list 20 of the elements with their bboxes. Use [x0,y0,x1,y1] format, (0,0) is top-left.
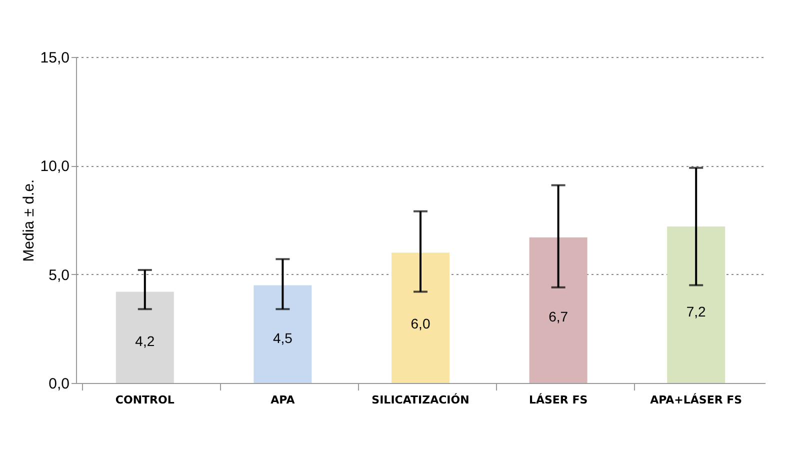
bar [667,226,726,383]
bar [392,252,450,383]
data-label: 4,5 [272,330,293,346]
bar [116,292,174,383]
y-axis-title: Media ± d.e. [20,179,38,262]
y-tick-label: 10,0 [40,158,70,176]
data-label: 6,7 [548,308,568,324]
data-label: 6,0 [410,315,430,332]
bar [529,237,588,383]
y-tick-label: 5,0 [48,266,70,284]
x-tick-label: LÁSER FS [528,392,588,406]
x-tick-label: APA [270,394,296,406]
bar [254,285,312,383]
x-tick-label: SILICATIZACIÓN [372,392,470,406]
data-label: 7,2 [686,304,706,320]
y-tick-label: 0,0 [48,376,70,392]
x-tick-label: CONTROL [115,394,174,406]
data-label: 4,2 [135,332,155,349]
x-tick-label: APA+LÁSER FS [650,392,742,406]
y-tick-label: 15,0 [40,50,70,66]
